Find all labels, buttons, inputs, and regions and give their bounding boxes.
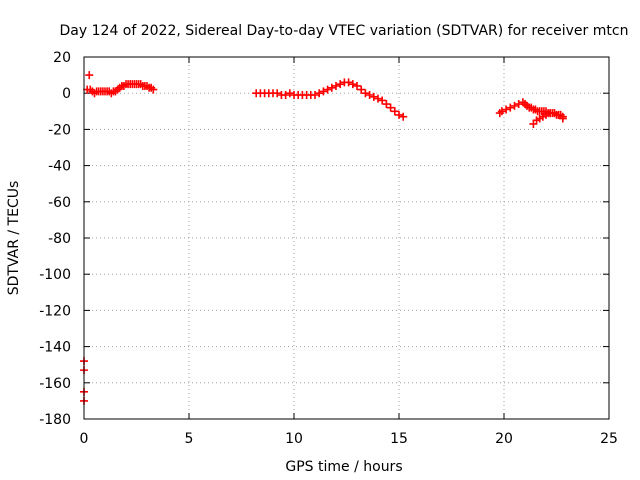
data-point-segment-3 xyxy=(550,109,559,118)
y-axis-label: SDTVAR / TECUs xyxy=(6,181,22,296)
data-point-segment-2 xyxy=(285,89,294,98)
y-tick-labels: 20 0 -20 -40 -60 -80 -100 -120 -140 -160 -180 xyxy=(39,50,71,428)
x-axis-label: GPS time / hours xyxy=(285,459,402,475)
data-point-segment-3 xyxy=(502,105,511,114)
y-tick-label: 0 xyxy=(62,86,71,102)
data-point-segment-2 xyxy=(386,103,395,112)
data-point-segment-2 xyxy=(357,85,366,94)
chart-title: Day 124 of 2022, Sidereal Day-to-day VTE… xyxy=(60,23,629,39)
data-point-segment-3 xyxy=(510,101,519,110)
data-point-segment-2 xyxy=(327,83,336,92)
data-point-segment-2 xyxy=(378,96,387,105)
data-point-segment-3 xyxy=(558,114,567,123)
data-point-segment-2 xyxy=(395,110,403,119)
y-tick-label: -120 xyxy=(39,303,71,319)
data-point-segment-3 xyxy=(542,110,550,119)
y-tick-label: -80 xyxy=(48,231,71,247)
data-point-segment-2 xyxy=(319,87,328,96)
data-point-segment-2 xyxy=(336,80,345,89)
data-point-segment-3 xyxy=(506,103,515,112)
x-tick-label: 5 xyxy=(185,431,194,447)
data-point-segment-2 xyxy=(374,94,382,103)
x-tick-labels: 0 5 10 15 20 25 xyxy=(80,431,618,447)
data-point-segment-2 xyxy=(281,91,290,100)
data-point-segment-1 xyxy=(85,71,94,80)
data-point-segment-2 xyxy=(332,81,340,90)
data-point-segment-2 xyxy=(315,89,324,98)
data-point-segment-2 xyxy=(353,81,361,90)
data-point-segment-2 xyxy=(399,112,408,121)
y-tick-label: -180 xyxy=(39,412,71,428)
x-tick-label: 20 xyxy=(495,431,513,447)
y-tick-label: -100 xyxy=(39,267,71,283)
data-point-segment-2 xyxy=(348,80,357,89)
data-point-segment-2 xyxy=(365,91,374,100)
data-point-segment-2 xyxy=(344,78,353,87)
data-point-segment-1 xyxy=(149,85,158,94)
grid xyxy=(84,57,609,419)
y-tick-label: -160 xyxy=(39,376,71,392)
x-tick-label: 0 xyxy=(80,431,89,447)
data-point-segment-2 xyxy=(273,89,282,98)
data-points xyxy=(80,71,567,405)
x-tick-label: 15 xyxy=(390,431,408,447)
data-point-segment-3 xyxy=(497,107,506,116)
plot-frame xyxy=(83,56,610,420)
y-tick-label: -40 xyxy=(48,159,71,175)
data-point-segment-2 xyxy=(369,92,378,101)
x-tick-label: 10 xyxy=(285,431,303,447)
y-tick-label: -140 xyxy=(39,340,71,356)
data-point-segment-2 xyxy=(361,89,370,98)
axis-ticks xyxy=(83,56,610,420)
y-tick-label: -20 xyxy=(48,122,71,138)
x-tick-label: 25 xyxy=(600,431,618,447)
data-point-segment-2 xyxy=(323,85,332,94)
data-point-segment-2 xyxy=(390,107,399,116)
y-tick-label: 20 xyxy=(53,50,71,66)
data-point-segment-2 xyxy=(382,100,391,109)
data-point-segment-2 xyxy=(311,91,319,100)
y-tick-label: -60 xyxy=(48,195,71,211)
data-point-segment-3 xyxy=(554,110,563,119)
